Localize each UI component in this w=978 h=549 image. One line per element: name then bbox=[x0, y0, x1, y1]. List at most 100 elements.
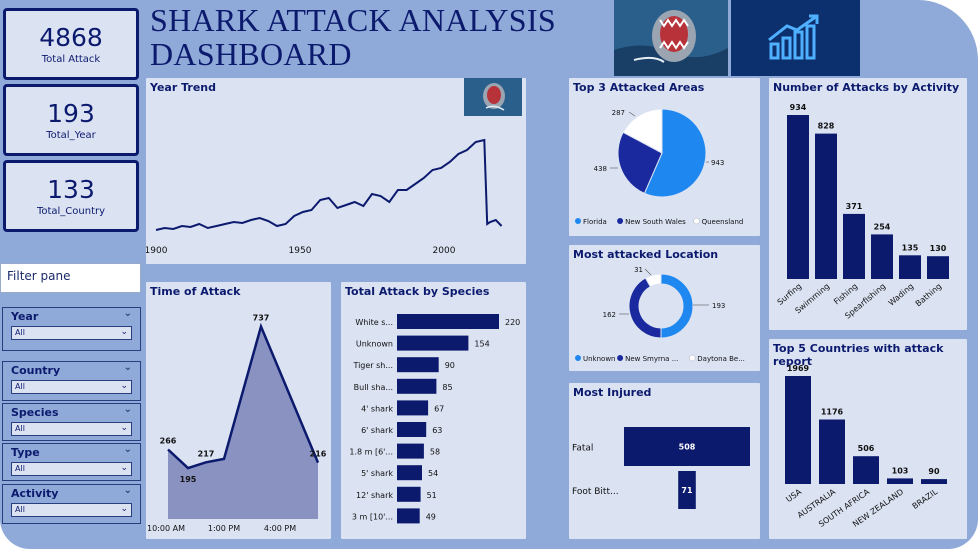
slicer-value: All bbox=[15, 382, 25, 391]
x-tick-label: 1950 bbox=[289, 246, 312, 256]
category-label: Unknown bbox=[356, 340, 393, 349]
x-tick-label: 1:00 PM bbox=[208, 524, 240, 533]
chevron-down-icon: ⌄ bbox=[120, 381, 128, 391]
bar bbox=[819, 419, 845, 484]
bar bbox=[899, 255, 921, 279]
data-label: 90 bbox=[445, 361, 455, 370]
legend-label: Queensland bbox=[702, 218, 744, 226]
chart-title: Year Trend bbox=[150, 81, 216, 94]
slicer-value: All bbox=[15, 424, 25, 433]
bar bbox=[397, 422, 427, 437]
kpi-total-year[interactable]: 193 Total_Year bbox=[3, 84, 139, 156]
kpi-value: 193 bbox=[47, 99, 95, 128]
data-label: 103 bbox=[892, 466, 909, 475]
slicer-label: Year bbox=[11, 310, 39, 323]
category-label: 3 m [10'... bbox=[352, 512, 393, 521]
area-fill bbox=[168, 326, 318, 519]
page-title-text: SHARK ATTACK ANALYSIS DASHBOARD bbox=[150, 2, 556, 72]
data-label: 31 bbox=[634, 266, 643, 274]
slicer-label: Activity bbox=[11, 487, 59, 500]
chevron-down-icon[interactable]: ⌄ bbox=[123, 485, 132, 496]
slicer-species[interactable]: Species ⌄ All ⌄ bbox=[2, 403, 141, 441]
panel-top3-areas: Top 3 Attacked Areas 943 438 287 Florida New… bbox=[569, 78, 760, 236]
pie-slice bbox=[660, 273, 694, 339]
slicer-value: All bbox=[15, 464, 25, 473]
slicer-label: Country bbox=[11, 364, 61, 377]
chevron-down-icon[interactable]: ⌄ bbox=[123, 362, 132, 373]
kpi-label: Total_Country bbox=[36, 206, 106, 217]
panel-attacks-by-activity: Number of Attacks by Activity 934 Surfing… bbox=[769, 78, 967, 330]
slicer-dropdown[interactable]: All ⌄ bbox=[11, 462, 132, 476]
data-label: 438 bbox=[594, 165, 607, 173]
data-label: 193 bbox=[712, 302, 725, 310]
slicer-country[interactable]: Country ⌄ All ⌄ bbox=[2, 361, 141, 401]
x-tick-label: 1900 bbox=[146, 246, 168, 256]
data-label: 71 bbox=[681, 486, 693, 495]
data-label: 49 bbox=[426, 512, 436, 521]
legend-label: Unknown bbox=[583, 355, 616, 363]
data-label: 1969 bbox=[787, 364, 810, 373]
x-tick-label: 2000 bbox=[433, 246, 456, 256]
bar bbox=[397, 465, 422, 481]
category-label: 5' shark bbox=[361, 469, 393, 478]
slicer-year[interactable]: Year ⌄ All ⌄ bbox=[2, 307, 141, 351]
category-label: USA bbox=[784, 487, 803, 504]
bar bbox=[921, 479, 947, 484]
data-label: 220 bbox=[505, 318, 520, 327]
slicer-label: Species bbox=[11, 406, 59, 419]
bar bbox=[397, 443, 424, 459]
bar bbox=[927, 256, 949, 279]
panel-year-trend: Year Trend 1900 1950 2000 bbox=[146, 78, 526, 264]
data-label: 287 bbox=[612, 109, 625, 117]
slicer-activity[interactable]: Activity ⌄ All ⌄ bbox=[2, 484, 141, 524]
chevron-down-icon[interactable]: ⌄ bbox=[123, 404, 132, 415]
data-label: 828 bbox=[818, 122, 835, 131]
shark-photo-icon bbox=[464, 78, 522, 116]
data-label: 51 bbox=[427, 491, 437, 500]
panel-most-attacked-location: Most attacked Location 193 162 31 Unknown Ne… bbox=[569, 245, 760, 371]
chevron-down-icon: ⌄ bbox=[120, 423, 128, 433]
kpi-value: 4868 bbox=[39, 23, 103, 52]
data-label: 67 bbox=[434, 404, 444, 413]
slicer-label: Type bbox=[11, 446, 40, 459]
chevron-down-icon: ⌄ bbox=[120, 504, 128, 514]
data-label: 371 bbox=[846, 202, 863, 211]
legend-marker bbox=[617, 218, 624, 224]
species-bar-chart: White s... 220 Unknown 154 Tiger sh... 90 Bull… bbox=[349, 314, 520, 524]
data-label: 216 bbox=[310, 450, 327, 459]
slicer-type[interactable]: Type ⌄ All ⌄ bbox=[2, 443, 141, 481]
chart-title: Time of Attack bbox=[150, 285, 241, 298]
slicer-dropdown[interactable]: All ⌄ bbox=[11, 422, 132, 436]
bar bbox=[624, 427, 750, 466]
panel-attack-by-species: Total Attack by Species White s... 220 Unk… bbox=[341, 282, 526, 539]
category-label: Bull sha... bbox=[354, 383, 393, 392]
slicer-dropdown[interactable]: All ⌄ bbox=[11, 326, 132, 340]
filter-pane[interactable]: Filter pane bbox=[0, 263, 141, 293]
panel-most-injured: Most Injured Fatal 508 Foot Bitt... 71 bbox=[569, 383, 760, 539]
kpi-total-country[interactable]: 133 Total_Country bbox=[3, 160, 139, 232]
data-label: 90 bbox=[928, 467, 940, 476]
data-label: 217 bbox=[198, 449, 215, 458]
legend-marker bbox=[693, 217, 700, 225]
x-tick-label: 4:00 PM bbox=[264, 524, 296, 533]
slicer-dropdown[interactable]: All ⌄ bbox=[11, 380, 132, 394]
pie-slice bbox=[644, 273, 662, 288]
slicer-value: All bbox=[15, 328, 25, 337]
slicer-dropdown[interactable]: All ⌄ bbox=[11, 503, 132, 517]
chart-title: Top 3 Attacked Areas bbox=[573, 81, 705, 94]
chevron-down-icon[interactable]: ⌄ bbox=[123, 308, 132, 319]
leader-line bbox=[628, 111, 636, 117]
chevron-down-icon[interactable]: ⌄ bbox=[123, 444, 132, 455]
category-label: White s... bbox=[355, 318, 393, 327]
data-label: 130 bbox=[930, 244, 947, 253]
kpi-total-attack[interactable]: 4868 Total Attack bbox=[3, 8, 139, 80]
category-label: Wading bbox=[887, 282, 916, 308]
data-label: 1176 bbox=[821, 408, 844, 417]
legend-label: Florida bbox=[583, 218, 607, 226]
chart-growth-icon bbox=[731, 0, 860, 76]
legend-marker bbox=[575, 218, 581, 224]
leader-line bbox=[644, 268, 652, 276]
data-label: 85 bbox=[442, 383, 452, 392]
